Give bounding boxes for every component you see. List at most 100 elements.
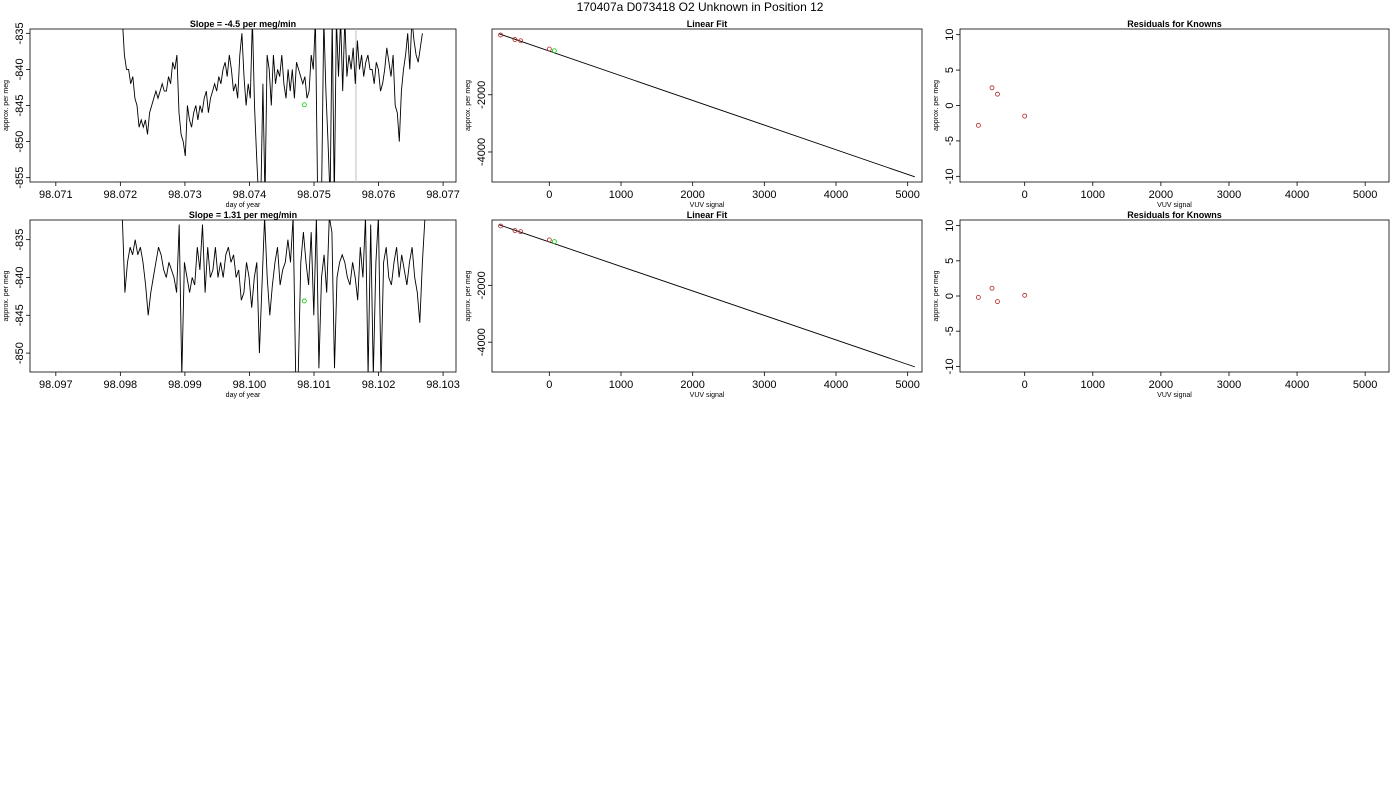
- chart-title: Linear Fit: [687, 19, 728, 29]
- unknown-point: [551, 48, 557, 54]
- y-tick-label: 5: [944, 67, 956, 73]
- fit-line: [499, 33, 915, 178]
- x-tick-label: 5000: [1353, 189, 1377, 201]
- known-point: [498, 32, 504, 38]
- y-axis-label: approx. per meg: [465, 80, 472, 131]
- plot-area: [498, 223, 915, 368]
- x-tick-label: 98.098: [104, 379, 138, 391]
- panel-r1-fit: Linear Fit VUV signal approx. per meg 0 1000…: [465, 19, 923, 209]
- x-tick-label: 5000: [1353, 379, 1377, 391]
- unknown-point: [301, 298, 307, 304]
- series-line: [122, 29, 423, 182]
- x-tick-label: 98.076: [362, 189, 396, 201]
- x-tick-label: 0: [546, 189, 552, 201]
- plot-area: [975, 285, 1028, 305]
- y-tick-label: -10: [944, 168, 956, 184]
- y-tick-label: -2000: [476, 271, 488, 299]
- y-tick-label: 5: [944, 258, 956, 264]
- plot-area: [498, 32, 915, 178]
- x-tick-label: 4000: [824, 189, 848, 201]
- x-tick-label: 1000: [609, 379, 633, 391]
- x-tick-label: 3000: [1217, 189, 1241, 201]
- chart-title: Residuals for Knowns: [1127, 210, 1222, 220]
- x-axis-label: day of year: [226, 202, 261, 209]
- x-tick-label: 98.073: [168, 189, 202, 201]
- unknown-point: [301, 102, 307, 108]
- plot-area: [975, 85, 1028, 128]
- x-tick-label: 1000: [1081, 379, 1105, 391]
- x-tick-label: 4000: [824, 379, 848, 391]
- x-tick-label: 2000: [1149, 189, 1173, 201]
- known-point: [518, 229, 524, 235]
- y-tick-label: -845: [14, 304, 26, 326]
- x-tick-label: 98.075: [297, 189, 331, 201]
- x-tick-label: 98.077: [426, 189, 460, 201]
- plot-frame: [959, 28, 1390, 183]
- y-tick-label: -835: [14, 22, 26, 44]
- known-point: [546, 46, 552, 52]
- y-tick-label: 0: [944, 293, 956, 299]
- chart-title: Slope = -4.5 per meg/min: [190, 19, 296, 29]
- x-axis-label: VUV signal: [690, 202, 725, 209]
- y-tick-label: -850: [14, 131, 26, 153]
- y-tick-label: 0: [944, 102, 956, 108]
- y-tick-label: 10: [944, 29, 956, 41]
- x-tick-label: 3000: [752, 379, 776, 391]
- known-point: [989, 85, 995, 91]
- y-tick-label: -4000: [476, 328, 488, 356]
- x-tick-label: 5000: [895, 189, 919, 201]
- chart-title: Linear Fit: [687, 210, 728, 220]
- panel-r1-resid: Residuals for Knowns VUV signal approx. pe…: [933, 19, 1390, 209]
- y-axis-label: approx. per meg: [465, 270, 472, 321]
- chart-title: Residuals for Knowns: [1127, 19, 1222, 29]
- x-tick-label: 0: [1022, 189, 1028, 201]
- x-tick-label: 1000: [609, 189, 633, 201]
- x-tick-label: 2000: [680, 379, 704, 391]
- plot-area: [121, 220, 426, 372]
- x-tick-label: 98.071: [39, 189, 73, 201]
- x-tick-label: 2000: [680, 189, 704, 201]
- y-axis-label: approx. per meg: [3, 270, 10, 321]
- known-point: [546, 237, 552, 243]
- x-tick-label: 98.097: [39, 379, 73, 391]
- known-point: [989, 285, 995, 291]
- plot-frame: [29, 219, 457, 373]
- panel-r2-time: Slope = 1.31 per meg/min day of year appro…: [3, 210, 460, 399]
- chart-title: Slope = 1.31 per meg/min: [189, 210, 297, 220]
- panel-r2-resid: Residuals for Knowns VUV signal approx. pe…: [933, 210, 1390, 399]
- fit-line: [499, 224, 915, 368]
- x-tick-label: 1000: [1081, 189, 1105, 201]
- x-axis-label: day of year: [226, 392, 261, 399]
- x-tick-label: 98.103: [426, 379, 460, 391]
- x-tick-label: 98.074: [233, 189, 267, 201]
- y-tick-label: -835: [14, 229, 26, 251]
- known-point: [498, 223, 504, 229]
- y-axis-label: approx. per meg: [3, 80, 10, 131]
- panel-r2-fit: Linear Fit VUV signal approx. per meg 0 1000…: [465, 210, 923, 399]
- y-tick-label: -850: [14, 342, 26, 364]
- x-tick-label: 4000: [1285, 189, 1309, 201]
- plot-frame: [491, 28, 923, 183]
- known-point: [1022, 113, 1028, 119]
- x-tick-label: 98.072: [104, 189, 138, 201]
- plot-frame: [491, 219, 923, 373]
- x-axis-label: VUV signal: [1157, 392, 1192, 399]
- known-point: [995, 91, 1000, 97]
- y-axis-label: approx. per meg: [933, 270, 940, 321]
- y-tick-label: -840: [14, 58, 26, 80]
- series-line: [121, 220, 426, 372]
- y-tick-label: -4000: [476, 138, 488, 166]
- y-tick-label: 10: [944, 220, 956, 232]
- unknown-point: [551, 239, 557, 244]
- x-tick-label: 98.101: [297, 379, 331, 391]
- y-tick-label: -2000: [476, 81, 488, 109]
- y-tick-label: -840: [14, 266, 26, 288]
- y-tick-label: -855: [14, 167, 26, 189]
- known-point: [975, 295, 981, 300]
- known-point: [1022, 292, 1028, 298]
- panel-r1-time: Slope = -4.5 per meg/min day of year appro…: [3, 19, 460, 209]
- known-point: [995, 299, 1000, 305]
- plot-area: [122, 29, 423, 182]
- x-tick-label: 2000: [1149, 379, 1173, 391]
